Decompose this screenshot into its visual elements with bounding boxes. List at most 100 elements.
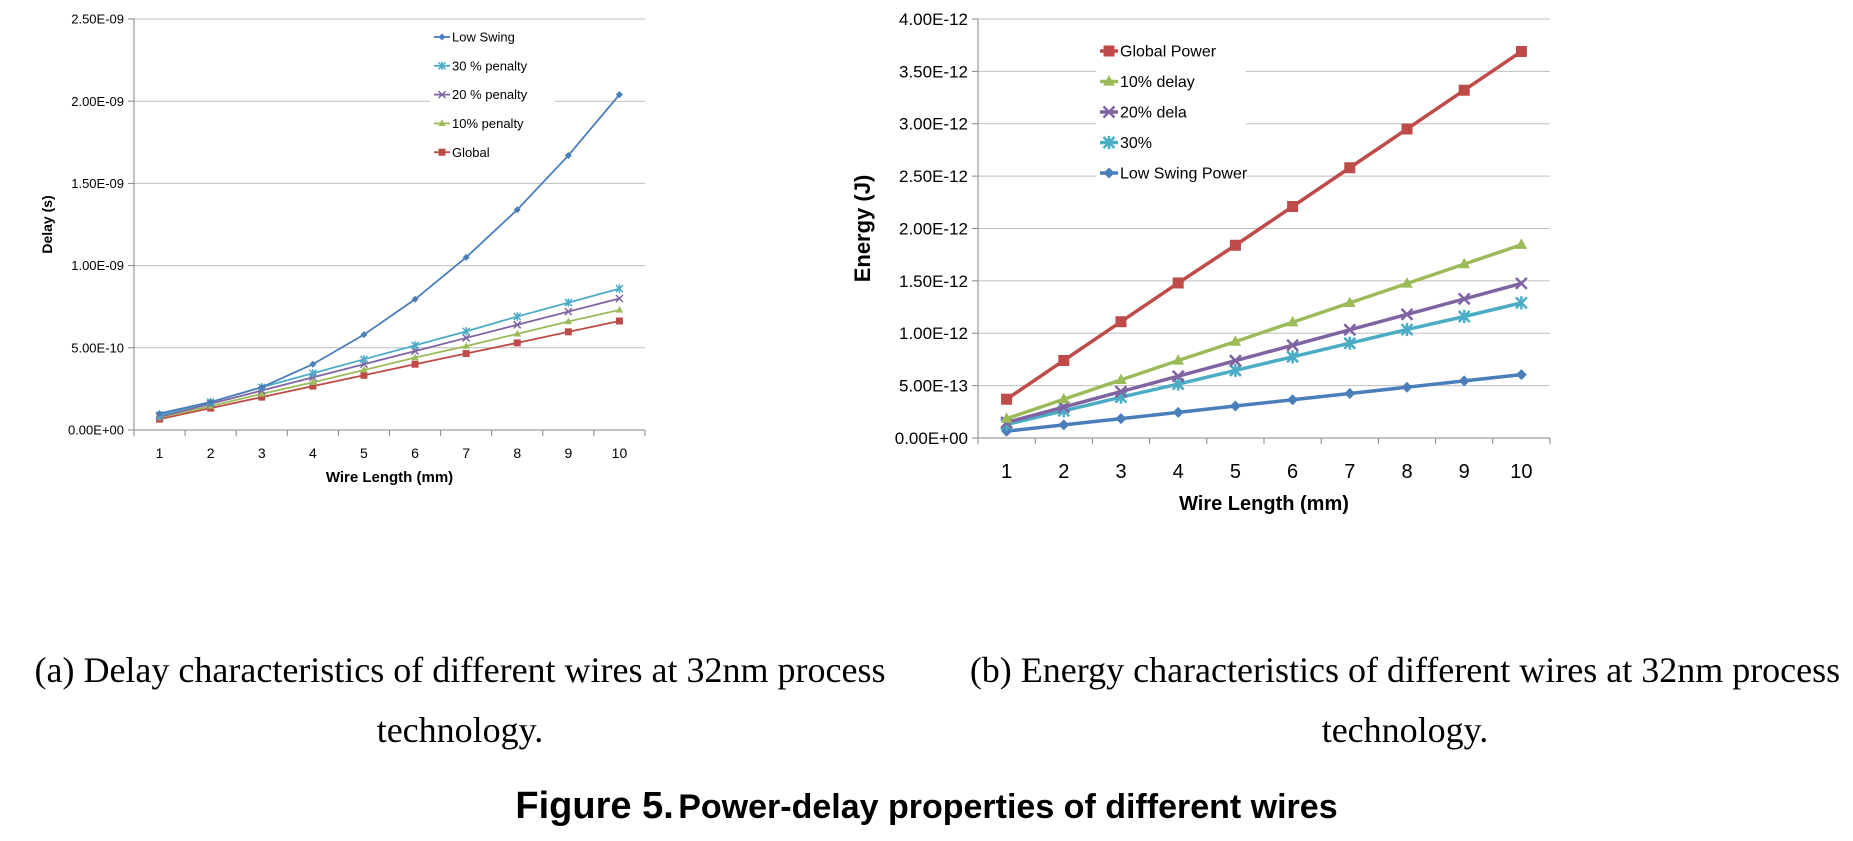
figure-title: Figure 5. Power-delay properties of diff…	[0, 785, 1853, 828]
data-point	[1401, 123, 1413, 135]
data-point	[1058, 392, 1070, 404]
data-point	[1115, 413, 1127, 425]
legend-backdrop	[430, 111, 555, 134]
series-line	[1005, 50, 1523, 401]
data-point	[564, 307, 573, 316]
legend-label: 20 % penalty	[452, 87, 528, 102]
y-tick-label: 4.00E-12	[899, 10, 968, 29]
data-point	[411, 341, 420, 350]
legend-backdrop	[430, 54, 555, 77]
data-point	[258, 383, 266, 391]
data-point	[513, 320, 522, 329]
x-tick-label: 1	[156, 445, 164, 461]
legend: Low Swing 30 % penalty 20 % penalty 10% pen…	[430, 25, 555, 163]
x-tick-label: 3	[258, 445, 266, 461]
y-tick-label: 3.50E-12	[899, 62, 968, 81]
data-point	[1115, 373, 1127, 384]
x-tick-label: 2	[1058, 461, 1069, 483]
legend: Global Power 10% delay 20% dela 30% Low Swin…	[1096, 36, 1248, 186]
x-tick-label: 10	[612, 445, 628, 461]
data-point	[1401, 381, 1413, 393]
data-point	[615, 317, 623, 325]
x-axis-title: Wire Length (mm)	[1179, 493, 1349, 515]
caption-energy-chart: (b) Energy characteristics of different …	[965, 640, 1845, 760]
series-10-delay	[1000, 238, 1528, 423]
data-point	[1343, 323, 1357, 337]
x-tick-label: 1	[1001, 461, 1012, 483]
y-tick-label: 5.00E-10	[71, 340, 124, 355]
legend-backdrop	[430, 25, 555, 48]
delay-chart: 0.00E+00 5.00E-10 1.00E-09 1.50E-09 2.00E-09…	[39, 12, 646, 486]
data-point	[1515, 296, 1528, 310]
x-axis-title: Wire Length (mm)	[326, 469, 453, 486]
data-point	[462, 350, 470, 358]
legend-backdrop	[1096, 97, 1246, 125]
data-point	[411, 295, 419, 303]
legend-backdrop	[430, 140, 555, 163]
data-point	[359, 355, 368, 364]
caption-a-line1: (a) Delay characteristics of different w…	[34, 650, 886, 690]
caption-delay-chart: (a) Delay characteristics of different w…	[20, 640, 900, 760]
data-point	[309, 360, 317, 368]
data-point	[411, 360, 419, 368]
data-point	[615, 91, 623, 99]
series-line	[159, 297, 620, 418]
data-point	[1458, 84, 1470, 96]
caption-b-line2: technology.	[1321, 710, 1489, 750]
series-line	[1006, 281, 1522, 425]
x-tick-label: 6	[1287, 461, 1298, 483]
legend-label: Global Power	[1120, 44, 1217, 61]
data-point	[615, 294, 624, 303]
data-point	[308, 369, 317, 378]
series-line	[1006, 301, 1522, 427]
data-point	[462, 253, 470, 261]
data-point	[1229, 239, 1241, 251]
x-tick-label: 4	[309, 445, 317, 461]
y-tick-label: 0.00E+00	[68, 423, 124, 438]
y-tick-label: 2.50E-09	[71, 12, 124, 27]
series-low-swing-power	[1001, 369, 1527, 437]
legend-label: 20% dela	[1120, 105, 1187, 122]
data-point	[1400, 308, 1414, 321]
x-tick-label: 2	[207, 445, 215, 461]
legend-backdrop	[1096, 128, 1246, 156]
data-point	[1172, 277, 1184, 289]
data-point	[1114, 385, 1128, 398]
y-tick-label: 3.00E-12	[899, 115, 968, 134]
data-point	[1171, 369, 1185, 383]
data-point	[1458, 257, 1470, 269]
data-point	[360, 331, 368, 339]
series-30-	[1000, 296, 1528, 431]
data-point	[462, 327, 471, 336]
x-tick-label: 7	[462, 445, 470, 461]
y-axis-title: Delay (s)	[39, 195, 55, 253]
legend-marker	[437, 61, 447, 70]
data-point	[1457, 309, 1471, 324]
data-point	[513, 206, 521, 214]
x-tick-label: 4	[1173, 461, 1184, 483]
x-tick-label: 9	[564, 445, 572, 461]
data-point	[411, 347, 420, 356]
data-point	[1229, 354, 1242, 368]
figure-title-number: Figure 5.	[515, 785, 674, 827]
data-point	[1057, 400, 1071, 414]
legend-label: 30 % penalty	[452, 58, 528, 73]
series-global	[156, 317, 623, 423]
data-point	[1286, 350, 1299, 364]
data-point	[513, 312, 522, 321]
y-tick-label: 2.00E-12	[899, 219, 968, 238]
legend-label: Low Swing	[452, 30, 515, 45]
series-global-power	[1001, 45, 1527, 405]
y-tick-label: 5.00E-13	[899, 377, 968, 396]
data-point	[258, 393, 266, 401]
data-point	[1001, 393, 1013, 405]
legend-marker	[438, 148, 446, 156]
data-point	[207, 398, 215, 406]
data-point	[309, 382, 317, 390]
x-tick-label: 5	[360, 445, 368, 461]
data-point	[1515, 238, 1528, 249]
data-point	[1172, 354, 1184, 365]
legend-backdrop	[1096, 67, 1246, 95]
caption-a-line2: technology.	[376, 710, 544, 750]
y-tick-label: 1.50E-09	[71, 176, 124, 191]
